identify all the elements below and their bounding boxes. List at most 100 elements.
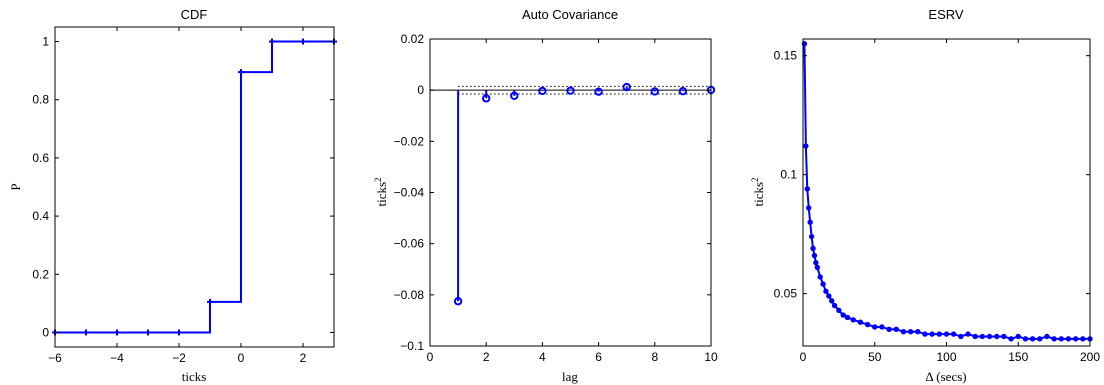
- cdf-panel: CDF −6 −4 −2 0 2 0 0.2 0.4 0.6 0.8 1 ticks P: [8, 7, 337, 384]
- cdf-xtick-label: −4: [110, 351, 124, 365]
- esrv-panel: ESRV 0 50 100 150 200 0.15 0.1 0.05 Δ (secs) ti…: [750, 7, 1100, 384]
- esrv-ytick-label: 0.15: [774, 49, 798, 63]
- esrv-xtick-label: 200: [1080, 350, 1100, 364]
- esrv-point: [803, 143, 809, 149]
- cdf-point: [300, 38, 306, 45]
- autocov-axes-frame: [429, 38, 712, 347]
- esrv-ytick-label: 0.1: [780, 168, 797, 182]
- cdf-plot-area: [52, 38, 337, 336]
- esrv-ylabel-text: ticks: [751, 182, 766, 207]
- esrv-point: [823, 288, 829, 294]
- autocov-point: [482, 94, 491, 103]
- autocov-point: [650, 87, 659, 96]
- esrv-point: [829, 298, 835, 304]
- esrv-point: [1080, 336, 1086, 342]
- autocov-ytick-label: −0.04: [394, 186, 425, 200]
- esrv-point: [1022, 336, 1029, 342]
- esrv-ylabel-sup: 2: [750, 177, 760, 182]
- cdf-point: [238, 69, 244, 76]
- esrv-point: [850, 317, 856, 323]
- esrv-point: [810, 245, 816, 252]
- cdf-ytick-label: 0.8: [32, 93, 49, 107]
- autocov-ytick-label: −0.06: [394, 237, 425, 251]
- esrv-point: [907, 329, 914, 335]
- esrv-point: [994, 333, 1000, 340]
- esrv-point: [958, 333, 964, 340]
- autocov-xlabel: lag: [562, 369, 578, 384]
- esrv-point: [886, 326, 892, 333]
- esrv-point: [826, 293, 832, 299]
- esrv-xtick-label: 150: [1008, 350, 1028, 364]
- cdf-ytick-label: 0.4: [32, 209, 49, 223]
- autocov-xtick-label: 4: [539, 350, 546, 364]
- esrv-point: [1072, 336, 1079, 342]
- esrv-title: ESRV: [928, 7, 963, 22]
- autocov-xtick-label: 6: [595, 350, 602, 364]
- esrv-ylabel: ticks2: [750, 177, 766, 206]
- esrv-point: [840, 312, 846, 318]
- autocov-point: [453, 297, 463, 306]
- autocov-xtick-label: 10: [704, 350, 718, 364]
- cdf-ytick-label: 1: [42, 35, 49, 49]
- autocov-title: Auto Covariance: [522, 7, 618, 22]
- autocov-point: [594, 87, 603, 96]
- esrv-point: [972, 333, 978, 340]
- esrv-point: [1065, 336, 1072, 342]
- cdf-ylabel: P: [8, 183, 23, 190]
- autocov-ylabel-text: ticks: [374, 182, 389, 207]
- autocov-point: [538, 86, 547, 96]
- esrv-point: [857, 319, 864, 325]
- autocov-point: [622, 82, 631, 92]
- autocov-panel: Auto Covariance 0 2 4 6 8 10 0.02 0 −0.02 −0.04 −0…: [373, 7, 718, 384]
- esrv-point: [929, 331, 935, 337]
- autocov-ytick-label: −0.02: [394, 134, 425, 148]
- esrv-point: [1008, 336, 1014, 342]
- esrv-point: [817, 274, 823, 280]
- autocov-point: [510, 91, 519, 100]
- esrv-point: [1044, 333, 1050, 340]
- autocov-ytick-label: −0.08: [394, 288, 425, 302]
- esrv-point: [979, 333, 986, 340]
- autocov-ytick-label: 0.02: [401, 32, 425, 46]
- esrv-point: [922, 331, 928, 337]
- cdf-axes-frame: [54, 26, 335, 348]
- cdf-point: [83, 329, 89, 336]
- esrv-point: [820, 281, 826, 287]
- esrv-xtick-label: 0: [800, 350, 807, 364]
- esrv-point: [965, 331, 971, 337]
- autocov-xtick-label: 8: [651, 350, 658, 364]
- cdf-point: [114, 329, 120, 336]
- cdf-ticks: −6 −4 −2 0 2 0 0.2 0.4 0.6 0.8 1: [32, 27, 334, 365]
- esrv-point: [879, 324, 885, 330]
- esrv-axes-frame: [802, 38, 1091, 347]
- esrv-plot-area: [801, 41, 1093, 342]
- cdf-ytick-label: 0.2: [32, 267, 49, 281]
- esrv-point: [1058, 336, 1065, 342]
- esrv-point: [814, 264, 821, 271]
- esrv-point: [836, 307, 842, 314]
- cdf-step-line: [55, 40, 334, 334]
- cdf-ytick-label: 0.6: [32, 151, 49, 165]
- esrv-point: [1051, 336, 1057, 342]
- cdf-ytick-label: 0: [42, 325, 49, 339]
- esrv-point: [943, 331, 950, 337]
- esrv-point: [936, 331, 943, 337]
- esrv-point: [900, 329, 907, 335]
- cdf-point: [145, 329, 151, 336]
- esrv-point: [807, 219, 813, 225]
- cdf-xtick-label: 0: [238, 351, 245, 365]
- cdf-point: [269, 38, 275, 45]
- esrv-point: [950, 331, 957, 337]
- esrv-point: [1015, 333, 1021, 340]
- autocov-ticks: 0 2 4 6 8 10 0.02 0 −0.02 −0.04 −0.06 −0.08 −0.1: [394, 32, 718, 364]
- esrv-point: [1001, 333, 1007, 340]
- autocov-point: [678, 86, 688, 96]
- cdf-xlabel: ticks: [182, 369, 207, 384]
- esrv-point: [1029, 336, 1036, 342]
- esrv-xtick-label: 50: [868, 350, 882, 364]
- esrv-point: [806, 205, 812, 211]
- esrv-point: [804, 186, 811, 192]
- cdf-xtick-label: −2: [172, 351, 186, 365]
- autocov-ytick-label: 0: [417, 83, 424, 97]
